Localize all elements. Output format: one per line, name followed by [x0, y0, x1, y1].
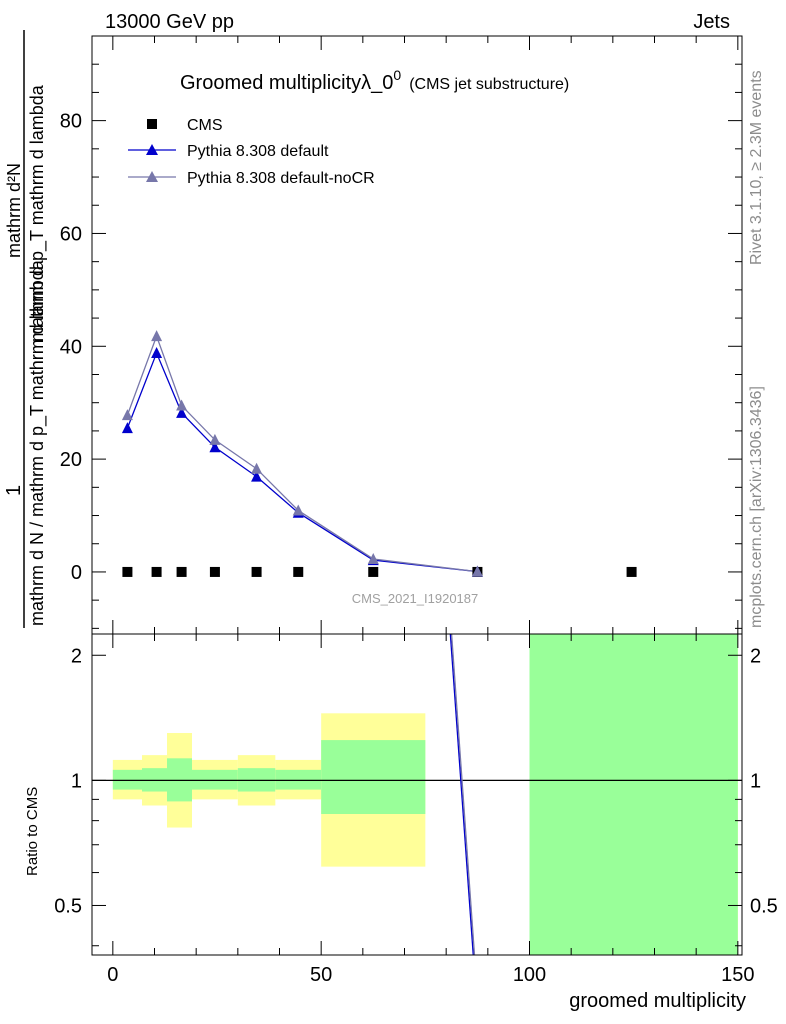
ratio-band-green	[112, 769, 142, 790]
ratio-y-tick-label: 1	[71, 770, 82, 792]
data-point-cms	[626, 566, 637, 577]
data-point-1	[209, 441, 221, 453]
data-point-2	[121, 409, 133, 421]
x-tick-label: 0	[107, 964, 118, 986]
header-right: Jets	[693, 11, 730, 33]
legend-marker-cms	[147, 119, 157, 129]
data-point-2	[367, 552, 379, 564]
header-left: 13000 GeV pp	[105, 11, 234, 33]
main-y-tick-label: 20	[60, 449, 82, 471]
ratio-bands-layer	[112, 634, 738, 955]
y-label-numerator: 1	[3, 485, 25, 496]
ratio-band-green	[529, 634, 738, 955]
data-point-1	[121, 422, 133, 434]
main-y-axis: 0 20 40 60 80	[60, 36, 742, 634]
chart-title-sup: 0	[393, 67, 401, 83]
data-point-2	[151, 330, 163, 342]
ratio-series-line-0	[449, 633, 474, 956]
main-y-tick-label: 60	[60, 223, 82, 245]
y-label-inner-denominator: mathrm d p_T mathrm d lambda	[27, 84, 48, 342]
x-tick-label: 100	[513, 964, 546, 986]
y-label-denominator: mathrm d N / mathrm d p_T mathrm d lambd…	[27, 259, 48, 626]
data-point-2	[209, 433, 221, 445]
legend-label-nocr: Pythia 8.308 default-noCR	[187, 170, 375, 187]
y-label-inner-numerator: mathrm d²N	[4, 163, 24, 258]
main-series-layer	[121, 330, 637, 577]
ratio-y-tick-label-right: 2	[750, 645, 761, 667]
ratio-y-tick-label: 2	[71, 645, 82, 667]
ratio-plot-frame	[91, 633, 743, 956]
side-text-bottom: mcplots.cern.ch [arXiv:1306.3436]	[748, 386, 765, 628]
data-point-cms	[209, 566, 220, 577]
ratio-axes: 0.5 0.5 1 1 2 2 0 50 100 150	[54, 634, 778, 986]
legend-marker-default	[146, 144, 158, 155]
main-y-tick-label: 40	[60, 336, 82, 358]
main-y-tick-label: 0	[71, 562, 82, 584]
data-point-2	[251, 462, 263, 474]
legend-label-default: Pythia 8.308 default	[187, 143, 329, 160]
legend-marker-nocr	[146, 171, 158, 182]
data-point-cms	[176, 566, 187, 577]
ratio-series-line-1	[450, 633, 476, 956]
ratio-series-layer	[92, 633, 742, 956]
main-y-tick-label: 80	[60, 111, 82, 133]
ratio-y-tick-label-right: 0.5	[750, 895, 778, 917]
ratio-y-label: Ratio to CMS	[24, 787, 41, 876]
x-tick-label: 50	[310, 964, 332, 986]
ratio-band-green	[192, 769, 238, 790]
ratio-y-tick-label: 0.5	[54, 895, 82, 917]
ratio-y-tick-label-right: 1	[750, 770, 761, 792]
data-point-1	[251, 470, 263, 482]
chart-title: Groomed multiplicityλ_00 (CMS jet substru…	[180, 67, 569, 94]
ratio-band-green	[275, 769, 322, 790]
chart-title-main: Groomed multiplicityλ_0	[180, 72, 393, 94]
data-point-1	[151, 347, 163, 359]
data-point-cms	[151, 566, 162, 577]
legend: CMS Pythia 8.308 default Pythia 8.308 de…	[128, 117, 375, 187]
data-point-cms	[122, 566, 133, 577]
data-point-2	[292, 504, 304, 516]
series-line-1	[126, 351, 478, 573]
data-point-cms	[251, 566, 262, 577]
watermark: CMS_2021_I1920187	[352, 591, 479, 606]
ratio-plot: 0.5 0.5 1 1 2 2 0 50 100 150 Ratio to CMS groomed…	[24, 633, 778, 1012]
chart-subtitle: (CMS jet substructure)	[409, 76, 569, 93]
x-axis-label: groomed multiplicity	[569, 990, 746, 1012]
ratio-band-green	[321, 740, 426, 814]
data-point-2	[471, 565, 483, 577]
x-tick-label: 150	[721, 964, 754, 986]
series-line-2	[126, 334, 478, 573]
data-point-cms	[293, 566, 304, 577]
data-point-1	[176, 406, 188, 418]
main-y-label: 1 mathrm d N / mathrm d p_T mathrm d lam…	[3, 30, 48, 628]
data-point-2	[176, 399, 188, 411]
legend-label-cms: CMS	[187, 117, 223, 134]
side-text-top: Rivet 3.1.10, ≥ 2.3M events	[748, 70, 765, 265]
data-point-cms	[368, 566, 379, 577]
